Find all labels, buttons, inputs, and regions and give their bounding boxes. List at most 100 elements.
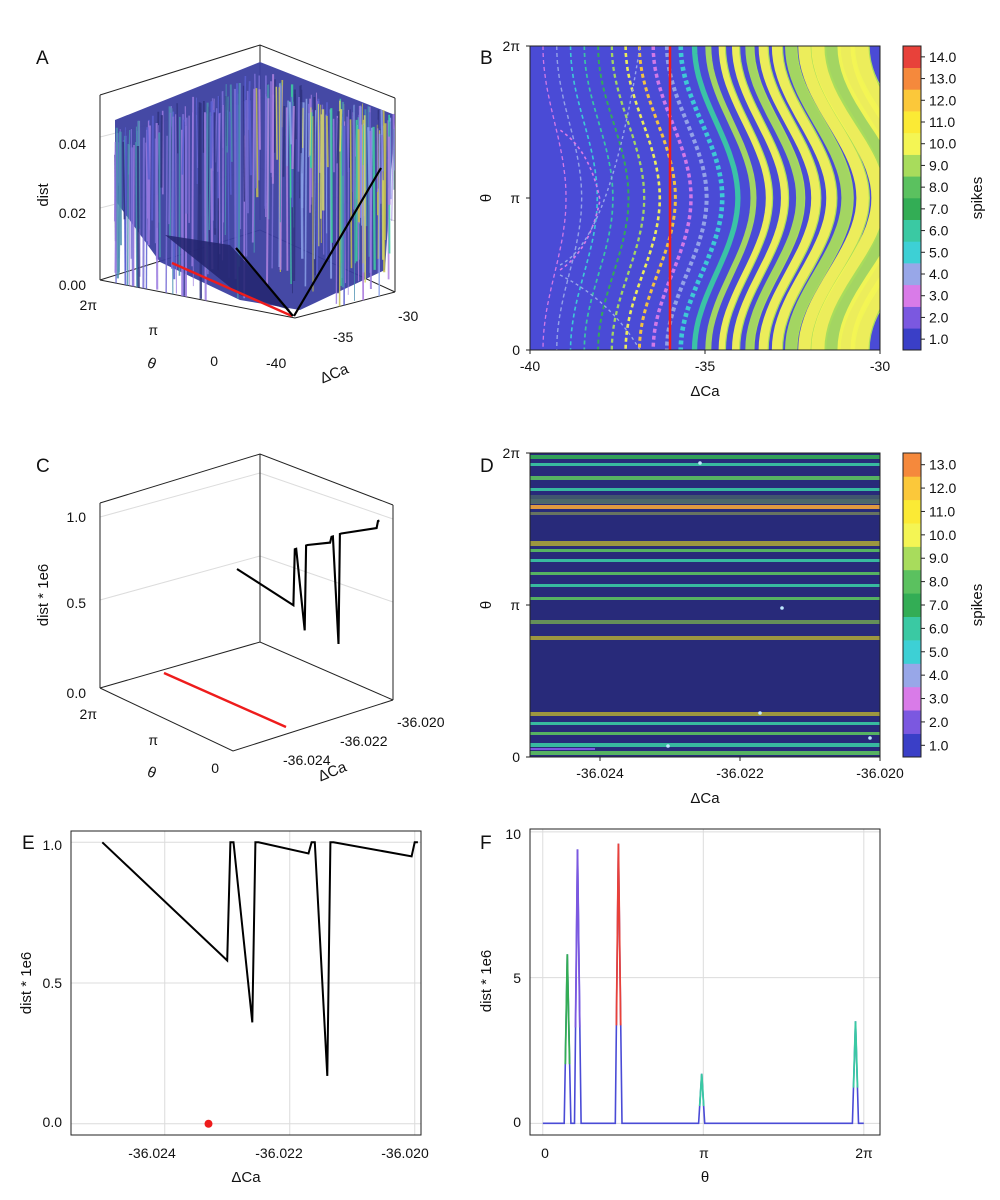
heatmap-band: [678, 46, 725, 350]
panel-b-xtick: -30: [870, 358, 890, 374]
panel-a-black-line-2: [293, 167, 382, 317]
heatmap-band: [530, 463, 880, 466]
panel-b-heatmap: 0 π 2π -40 -35 -30 ΔCa θ 1.0 2.0 3.0 4.0 5.0…: [478, 38, 986, 400]
panel-a-ytick: 2π: [80, 297, 98, 313]
heatmap-band: [705, 46, 757, 350]
surface-strand: [156, 125, 159, 195]
surface-strand: [214, 108, 218, 163]
colorbar-swatch: [903, 476, 921, 501]
surface-strand: [126, 143, 130, 318]
surface-strand: [251, 88, 256, 243]
heatmap-band: [530, 541, 880, 546]
panel-c-zlabel: dist * 1e6: [35, 564, 52, 627]
surface-strand: [361, 103, 364, 264]
colorbar-tick-label: 1.0: [929, 331, 949, 347]
surface-strand: [226, 96, 229, 153]
surface-strand: [245, 99, 248, 257]
panel-d-axis-ticks: 0 π 2π -36.024 -36.022 -36.020 ΔCa θ: [478, 445, 904, 807]
colorbar-tick-label: 8.0: [929, 179, 949, 195]
panel-c-ytick: 0: [211, 760, 219, 776]
surface-strand: [363, 115, 367, 283]
heatmap-band: [610, 46, 646, 350]
heatmap-band: [530, 505, 880, 509]
panel-d-colorbar: 1.0 2.0 3.0 4.0 5.0 6.0 7.0 8.0 9.0 10.0 11.0 12.0 1…: [902, 452, 956, 758]
panel-f-ylabel: dist * 1e6: [478, 950, 495, 1013]
colorbar-tick-label: 6.0: [929, 223, 949, 239]
heatmap-dot: [758, 711, 762, 715]
heatmap-band: [530, 722, 880, 725]
colorbar-swatch: [903, 67, 921, 90]
panel-c-red-line: [163, 671, 287, 729]
colorbar-swatch: [903, 46, 921, 68]
surface-strand: [113, 141, 116, 222]
colorbar-swatch: [903, 593, 921, 617]
heatmap-band: [569, 46, 599, 350]
colorbar-tick-label: 4.0: [929, 266, 949, 282]
colorbar-swatch: [903, 306, 921, 329]
panel-f-line-chart: 0 5 10 0 π 2π θ dist * 1e6: [478, 826, 881, 1186]
panel-e-label: E: [22, 833, 35, 854]
panel-c-3d-line: 0.0 0.5 1.0 dist * 1e6 -36.024 -36.022 -…: [35, 453, 445, 785]
panel-d-heatmap: 0 π 2π -36.024 -36.022 -36.020 ΔCa θ 1.0…: [478, 445, 986, 807]
panel-e-xlabel: ΔCa: [231, 1169, 261, 1186]
heatmap-band: [718, 46, 773, 350]
surface-floor: [165, 235, 290, 310]
heatmap-band: [637, 46, 677, 350]
heatmap-band-edge: [781, 46, 838, 350]
panel-c-curve: [236, 519, 380, 645]
red-point: [204, 1119, 213, 1128]
surface-strand: [330, 108, 333, 243]
surface-strand: [122, 141, 126, 220]
surface-strand: [155, 122, 159, 290]
colorbar-tick-label: 10.0: [929, 136, 956, 152]
surface-strand: [339, 109, 343, 152]
panel-a-xtick: -35: [333, 329, 353, 345]
colorbar-tick-label: 6.0: [929, 620, 949, 636]
colorbar-tick-label: 8.0: [929, 574, 949, 590]
heatmap-band-edge: [739, 46, 790, 350]
peak-line: [852, 1021, 859, 1088]
panel-c-ytick: π: [148, 732, 158, 748]
panel-a-ztick: 0.00: [59, 277, 86, 293]
panel-f-grid: [530, 829, 880, 1135]
surface-strand: [229, 84, 233, 162]
heatmap-band: [556, 46, 583, 350]
colorbar-tick-label: 14.0: [929, 49, 956, 65]
colorbar-swatch: [903, 686, 921, 711]
surface-strand: [132, 144, 135, 292]
heatmap-band: [530, 712, 880, 716]
heatmap-dot: [780, 606, 784, 610]
heatmap-band: [530, 549, 880, 552]
colorbar-tick-label: 12.0: [929, 480, 956, 496]
surface-strand: [349, 119, 353, 269]
panel-e-curve: [101, 841, 418, 1128]
heatmap-band: [597, 46, 630, 350]
heatmap-dot: [868, 736, 872, 740]
panel-e-ylabel: dist * 1e6: [18, 952, 35, 1015]
panel-b-ylabel: θ: [478, 194, 495, 202]
colorbar-tick-label: 13.0: [929, 457, 956, 473]
panel-c-ztick: 0.0: [67, 685, 87, 701]
heatmap-band: [530, 751, 880, 755]
colorbar-tick-label: 7.0: [929, 201, 949, 217]
surface-strand: [297, 96, 300, 172]
panel-f-xlabel: θ: [701, 1169, 709, 1186]
panel-b-colorbar: 1.0 2.0 3.0 4.0 5.0 6.0 7.0 8.0 9.0 10.0 11.0 12.0 1…: [902, 45, 956, 351]
heatmap-band: [745, 46, 805, 350]
panel-e-xtick: -36.020: [381, 1145, 429, 1161]
heatmap-band: [530, 495, 880, 503]
surface-strand: [175, 114, 177, 294]
panel-a-xtick: -40: [266, 355, 286, 371]
colorbar-swatch: [903, 198, 921, 220]
heatmap-band: [664, 46, 709, 350]
surface-strand: [336, 117, 339, 164]
colorbar-tick-label: 10.0: [929, 527, 956, 543]
panel-a-axis-ticks: 0.00 0.02 0.04 dist -40 -35 -30 ΔCa 0 π …: [35, 136, 418, 387]
heatmap-band-edge: [796, 46, 854, 350]
heatmap-band: [530, 636, 880, 640]
panel-a-3d-surface: 0.00 0.02 0.04 dist -40 -35 -30 ΔCa 0 π …: [35, 44, 418, 387]
surface-strand: [313, 110, 317, 260]
panel-e-axis-ticks: 0.0 0.5 1.0 -36.024 -36.022 -36.020 ΔCa …: [18, 837, 429, 1186]
panel-b-ytick: π: [510, 190, 520, 206]
